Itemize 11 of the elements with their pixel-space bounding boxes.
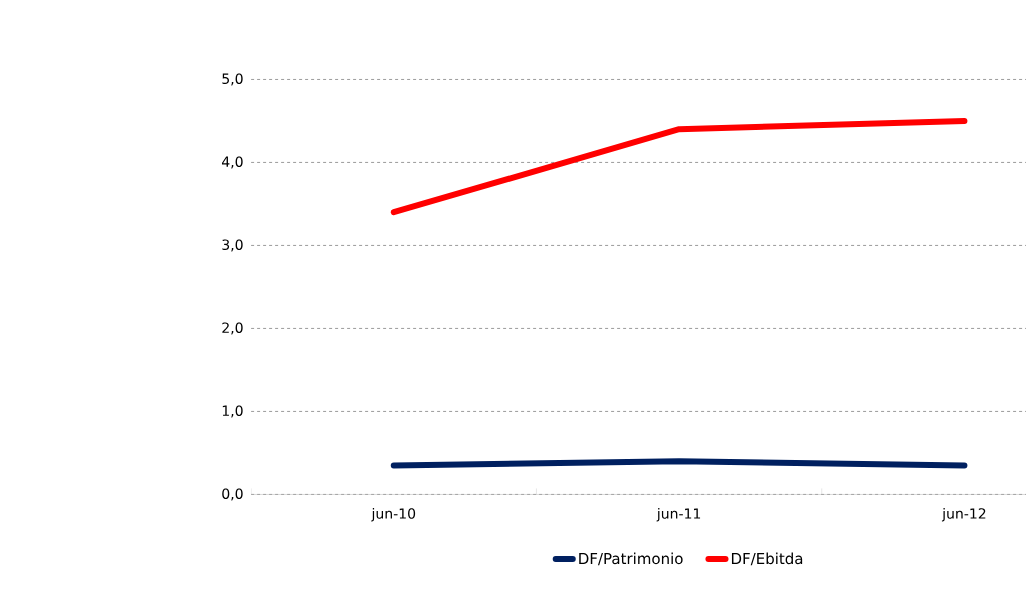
- y-tick-label: 2,0: [222, 322, 243, 335]
- legend-label: DF/Ebitda: [731, 552, 803, 566]
- y-tick-label: 5,0: [222, 73, 243, 86]
- y-tick-label: 1,0: [222, 405, 243, 418]
- x-tick-label: jun-10: [371, 507, 416, 522]
- y-tick-label: 3,0: [222, 239, 243, 252]
- x-tick-label: jun-12: [941, 507, 986, 522]
- legend-label: DF/Patrimonio: [579, 552, 683, 566]
- y-tick-label: 4,0: [221, 156, 243, 169]
- y-tick-label: 0,0: [222, 488, 243, 501]
- x-tick-label: jun-11: [656, 507, 701, 522]
